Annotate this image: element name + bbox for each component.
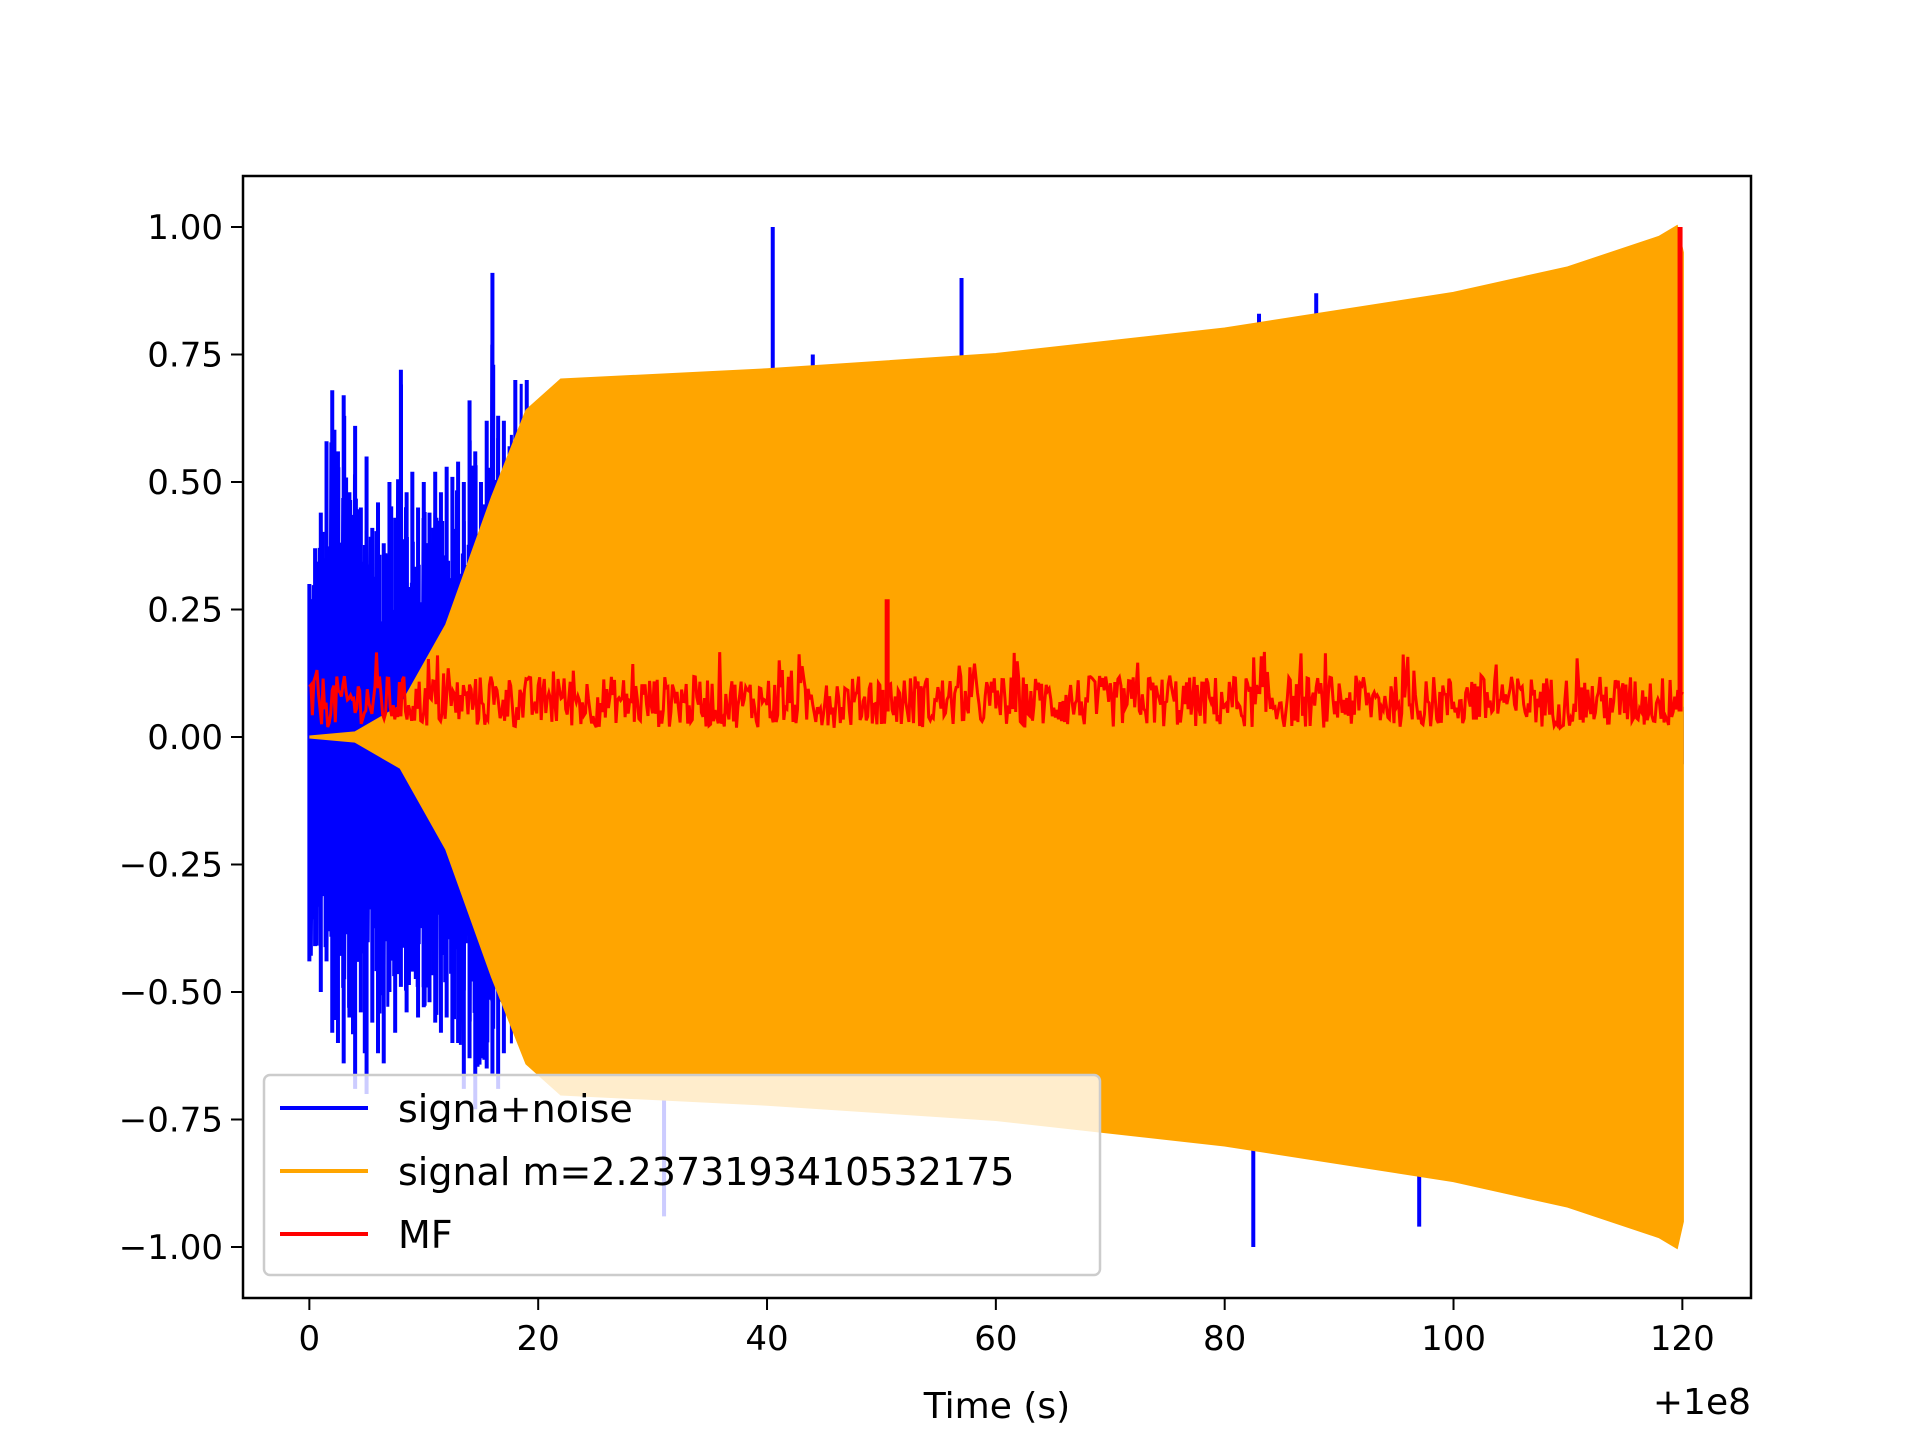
- plot-area: [241, 174, 1753, 1300]
- x-tick-label: 40: [745, 1319, 788, 1359]
- series-mf: [308, 227, 1684, 731]
- y-tick-label: 0.75: [147, 336, 223, 376]
- y-axis: 1.00 0.75 0.50 0.25 0.00 −0.25 −0.50 −0.75 −1.00: [119, 208, 243, 1268]
- x-tick-label: 100: [1421, 1319, 1486, 1359]
- y-tick-label: −0.75: [119, 1101, 223, 1141]
- series-signal-envelope: [309, 224, 1684, 1250]
- y-tick-label: 0.50: [147, 463, 223, 503]
- y-tick-label: 0.25: [147, 591, 223, 631]
- legend: signa+noise signal m=2.2373193410532175 …: [262, 1073, 1102, 1277]
- x-offset-label: +1e8: [1653, 1382, 1751, 1423]
- legend-label-signal: signal m=2.2373193410532175: [398, 1150, 1014, 1194]
- series-mf-line: [308, 651, 1684, 731]
- y-tick-label: 0.00: [147, 718, 223, 758]
- series-layer: [307, 224, 1684, 1250]
- y-tick-label: −0.25: [119, 846, 223, 886]
- y-tick-label: −0.50: [119, 973, 223, 1013]
- x-axis: 0 20 40 60 80 100 120: [299, 1298, 1715, 1359]
- x-tick-label: 20: [517, 1319, 560, 1359]
- x-tick-label: 0: [299, 1319, 321, 1359]
- x-tick-label: 120: [1650, 1319, 1715, 1359]
- x-axis-label: Time (s): [923, 1386, 1070, 1427]
- x-tick-label: 60: [974, 1319, 1017, 1359]
- legend-label-signal-noise: signa+noise: [398, 1087, 633, 1131]
- y-tick-label: −1.00: [119, 1228, 223, 1268]
- legend-label-mf: MF: [398, 1213, 453, 1257]
- legend-box: [262, 1073, 1102, 1277]
- x-tick-label: 80: [1203, 1319, 1246, 1359]
- series-signal: [309, 224, 1684, 1250]
- y-tick-label: 1.00: [147, 208, 223, 248]
